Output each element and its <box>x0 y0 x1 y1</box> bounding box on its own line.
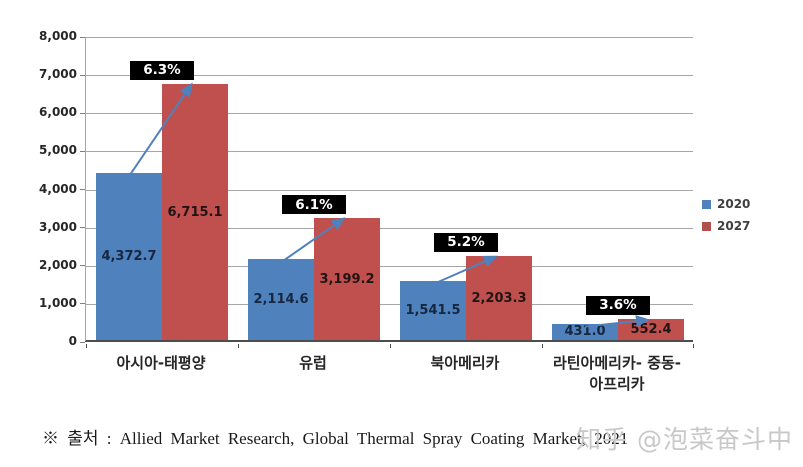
legend-label: 2027 <box>717 219 751 233</box>
y-axis-tick-label: 8,000 <box>39 29 77 43</box>
gridline <box>86 265 693 267</box>
bar-value-label: 1,541.5 <box>405 303 461 319</box>
y-axis-tick-mark <box>80 112 85 114</box>
bar-value-label: 2,203.3 <box>471 290 527 306</box>
y-axis-tick-mark <box>80 36 85 38</box>
legend-swatch <box>702 199 711 209</box>
x-axis-category-label: 유럽 <box>299 354 327 372</box>
legend-item-2020: 2020 <box>702 196 750 212</box>
growth-rate-badge: 6.1% <box>282 195 346 215</box>
growth-rate-badge: 5.2% <box>434 232 498 252</box>
y-axis-tick-mark <box>80 227 85 229</box>
y-axis-tick-label: 0 <box>68 334 77 348</box>
plot-area: 4,372.7 6,715.1 6.3% 2,114.6 3,199.2 6.1% 1,54… <box>80 36 694 348</box>
source-note: ※ 출처 : Allied Market Research, Global Th… <box>42 429 629 448</box>
y-axis-tick-mark <box>80 74 85 76</box>
x-axis-tick-mark <box>542 344 543 348</box>
gridline <box>86 37 693 38</box>
y-axis-tick-mark <box>80 150 85 152</box>
gridline <box>86 75 693 77</box>
growth-arrow <box>584 315 650 328</box>
bar-2020: 1,541.5 <box>400 281 466 340</box>
y-axis-tick-label: 5,000 <box>39 143 77 158</box>
growth-rate-badge: 6.3% <box>130 60 194 80</box>
growth-arrow <box>432 255 498 286</box>
y-axis-tick-mark <box>80 303 85 305</box>
x-axis-category-label: 라틴아메리카- 중동- 아프리카 <box>552 354 682 393</box>
x-axis-tick-mark <box>693 344 694 348</box>
bar-value-label: 431.0 <box>564 324 606 340</box>
x-axis-tick-mark <box>86 344 87 348</box>
y-axis-tick-label: 6,000 <box>39 105 77 120</box>
bar-2027: 2,203.3 <box>466 256 532 340</box>
growth-arrow <box>280 217 346 264</box>
watermark: 知乎 @泡菜奋斗中 <box>576 425 793 454</box>
bar-value-label: 4,372.7 <box>101 249 157 265</box>
bar-2020: 2,114.6 <box>248 259 314 340</box>
gridline <box>86 227 693 229</box>
gridline <box>86 303 693 305</box>
bar-value-label: 6,715.1 <box>167 204 223 220</box>
x-axis-tick-mark <box>390 344 391 348</box>
y-axis-tick-mark <box>80 189 85 190</box>
y-axis-tick-label: 7,000 <box>39 67 77 82</box>
y-axis-tick-mark <box>80 341 85 343</box>
legend-label: 2020 <box>717 197 751 211</box>
growth-arrows-layer <box>128 82 650 328</box>
y-axis-tick-label: 1,000 <box>39 295 77 310</box>
gridline <box>86 189 693 191</box>
growth-arrow <box>128 82 193 177</box>
bar-2020: 4,372.7 <box>96 173 162 340</box>
gridline <box>86 151 693 153</box>
y-axis-tick-label: 4,000 <box>39 181 77 196</box>
bar-value-label: 2,114.6 <box>253 292 309 308</box>
y-axis-tick-label: 2,000 <box>39 257 77 272</box>
x-axis-tick-mark <box>238 344 239 348</box>
legend-item-2027: 2027 <box>702 218 750 234</box>
x-axis-category-label: 아시아-태평양 <box>116 354 206 372</box>
bar-2027: 3,199.2 <box>314 218 380 340</box>
legend: 2020 2027 <box>702 196 750 240</box>
growth-rate-badge: 3.6% <box>586 295 650 315</box>
x-axis-category-label: 북아메리카 <box>430 354 500 372</box>
bar-2020: 431.0 <box>552 323 618 340</box>
bar-value-label: 3,199.2 <box>319 271 375 287</box>
y-axis-tick-mark <box>80 265 85 267</box>
bar-2027: 6,715.1 <box>162 84 228 340</box>
gridline <box>86 113 693 115</box>
legend-swatch <box>702 221 711 231</box>
y-axis-tick-label: 3,000 <box>39 219 77 234</box>
